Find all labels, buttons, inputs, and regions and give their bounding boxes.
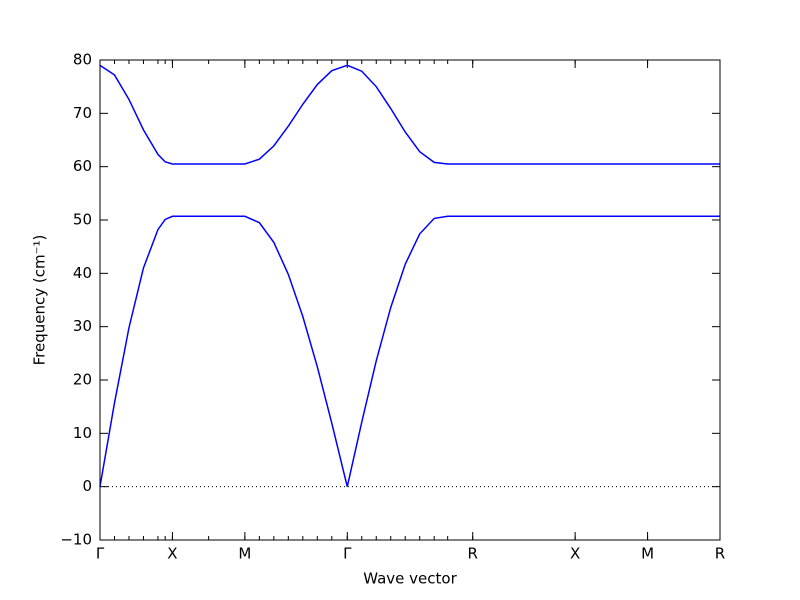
x-tick-label: Γ — [343, 545, 352, 563]
band-line — [99, 64, 720, 165]
x-tick-label: R — [715, 545, 725, 563]
y-tick-label: 80 — [73, 51, 92, 69]
x-axis-label: Wave vector — [363, 570, 457, 588]
y-tick-label: −10 — [60, 531, 92, 549]
x-tick-label: M — [238, 545, 251, 563]
x-tick-label: M — [641, 545, 654, 563]
y-tick-label: 40 — [73, 264, 92, 282]
x-tick-label: X — [570, 545, 580, 563]
y-tick-label: 60 — [73, 157, 92, 175]
y-tick-label: 20 — [73, 371, 92, 389]
x-tick-label: R — [468, 545, 478, 563]
y-tick-label: 0 — [82, 477, 92, 495]
plot-frame — [99, 59, 721, 541]
band-line — [99, 215, 720, 487]
x-tick-label: Γ — [96, 545, 105, 563]
y-tick-label: 50 — [73, 211, 92, 229]
x-tick-label: X — [167, 545, 177, 563]
y-tick-label: 10 — [73, 424, 92, 442]
y-tick-label: 70 — [73, 104, 92, 122]
y-axis-label: Frequency (cm⁻¹) — [31, 235, 49, 366]
y-tick-label: 30 — [73, 317, 92, 335]
